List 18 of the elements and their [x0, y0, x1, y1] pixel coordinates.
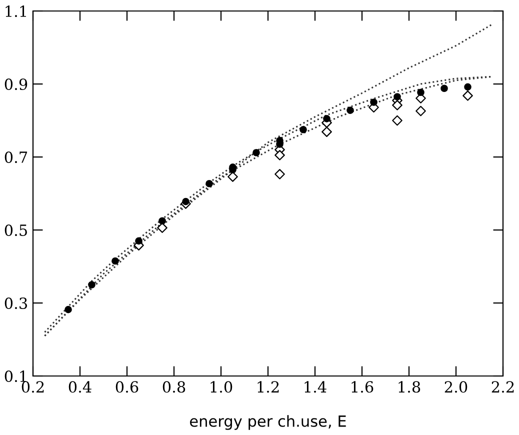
y-tick-label: 1.1 — [6, 5, 26, 18]
x-axis-title: energy per ch.use, E — [190, 415, 346, 430]
x-tick-label: 0.2 — [22, 381, 44, 393]
x-tick-label: 0.6 — [116, 381, 138, 393]
x-tick-label: 0.8 — [162, 381, 186, 393]
x-tick-label: 1.6 — [352, 381, 374, 393]
x-tick-label: 0.4 — [68, 381, 92, 393]
x-tick-label: 1.4 — [304, 381, 326, 393]
x-tick-label: 2.2 — [492, 381, 514, 393]
x-tick-label: 1.8 — [398, 381, 420, 393]
y-tick-label: 0.7 — [4, 151, 28, 164]
y-tick-label: 0.9 — [4, 78, 28, 90]
x-tick-label: 1.2 — [258, 381, 279, 393]
y-tick-label: 0.5 — [4, 224, 27, 236]
x-tick-label: 1.0 — [210, 381, 232, 393]
y-tick-label: 0.1 — [4, 370, 26, 382]
y-tick-label: 0.3 — [4, 297, 28, 310]
x-tick-label: 2.0 — [444, 381, 468, 393]
